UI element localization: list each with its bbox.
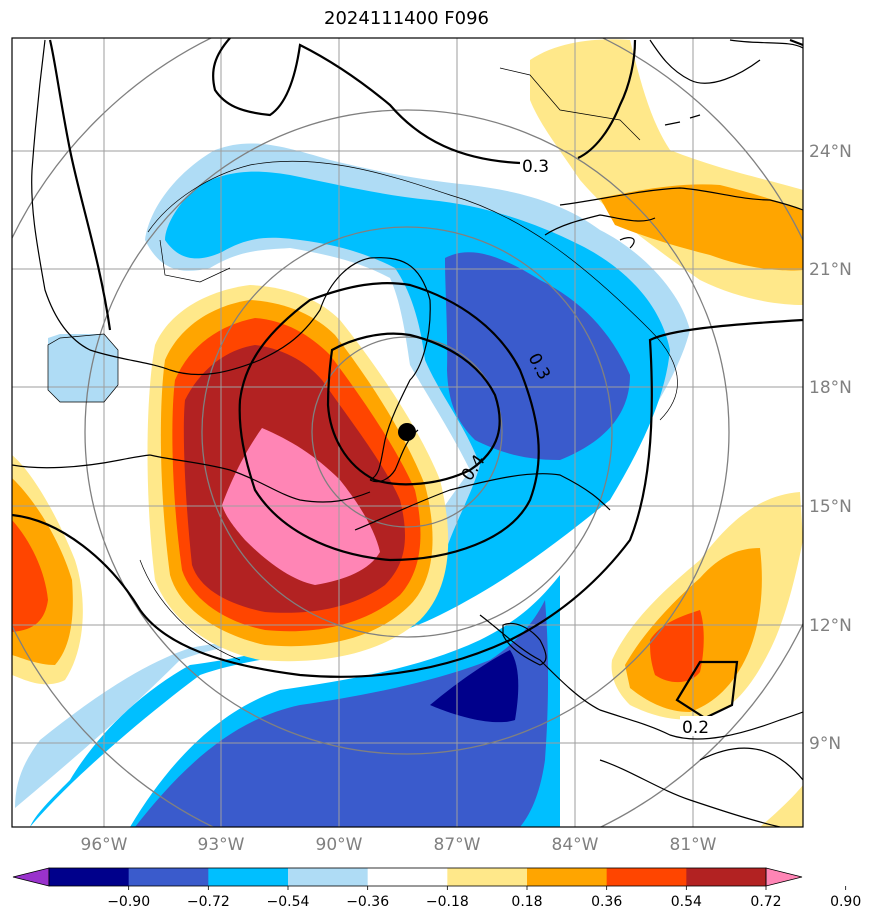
- contour-label: 0.3: [522, 157, 549, 177]
- map-area: [12, 38, 803, 827]
- latitude-labels: 24°N 21°N 18°N 15°N 12°N 9°N: [809, 142, 852, 754]
- colorbar-segment: [686, 868, 767, 886]
- colorbar-min-extend: [12, 867, 50, 887]
- lat-label: 9°N: [809, 734, 841, 754]
- thick-contours: [12, 38, 803, 720]
- coastlines: [12, 39, 803, 827]
- range-rings: [12, 38, 803, 827]
- colorbar-tick-label: 0.72: [750, 894, 781, 910]
- lon-label: 96°W: [81, 835, 128, 855]
- lat-label: 12°N: [809, 616, 852, 636]
- colorbar-segment: [606, 868, 687, 886]
- colorbar-tick-label: −0.72: [187, 894, 230, 910]
- longitude-labels: 96°W 93°W 90°W 87°W 84°W 81°W: [81, 835, 717, 855]
- thin-contours: [47, 67, 678, 661]
- lon-label: 87°W: [434, 835, 481, 855]
- colorbar-segment: [367, 868, 448, 886]
- colorbar: −0.90 −0.72 −0.54 −0.36 −0.18 0.18 0.36 0.54 0.7…: [12, 867, 861, 910]
- lat-label: 24°N: [809, 142, 852, 162]
- lon-label: 81°W: [670, 835, 717, 855]
- colorbar-tick-label: 0.36: [591, 894, 622, 910]
- colorbar-segment: [208, 868, 289, 886]
- storm-center-marker: [398, 423, 416, 441]
- colorbar-segment: [128, 868, 209, 886]
- colorbar-tick-label: −0.18: [426, 894, 469, 910]
- colorbar-tick-label: 0.18: [511, 894, 542, 910]
- graticule: [12, 38, 803, 827]
- colorbar-tick-label: −0.54: [267, 894, 310, 910]
- colorbar-segment: [49, 868, 130, 886]
- colorbar-segment: [447, 868, 528, 886]
- contour-label: 0.2: [682, 718, 709, 738]
- lat-label: 21°N: [809, 260, 852, 280]
- lat-label: 15°N: [809, 497, 852, 517]
- colorbar-max-extend: [765, 867, 803, 887]
- colorbar-tick-label: 0.54: [671, 894, 702, 910]
- colorbar-tick-label: −0.36: [346, 894, 389, 910]
- map-frame: [11, 37, 804, 828]
- colorbar-segment: [288, 868, 369, 886]
- map-title: 2024111400 F096: [324, 8, 489, 29]
- colorbar-segment: [527, 868, 608, 886]
- negative-anomaly-fill: [15, 143, 690, 827]
- lon-label: 93°W: [198, 835, 245, 855]
- lon-label: 84°W: [552, 835, 599, 855]
- colorbar-tick-label: −0.90: [107, 894, 150, 910]
- colorbar-tick-label: 0.90: [830, 894, 861, 910]
- lat-label: 18°N: [809, 378, 852, 398]
- lon-label: 90°W: [316, 835, 363, 855]
